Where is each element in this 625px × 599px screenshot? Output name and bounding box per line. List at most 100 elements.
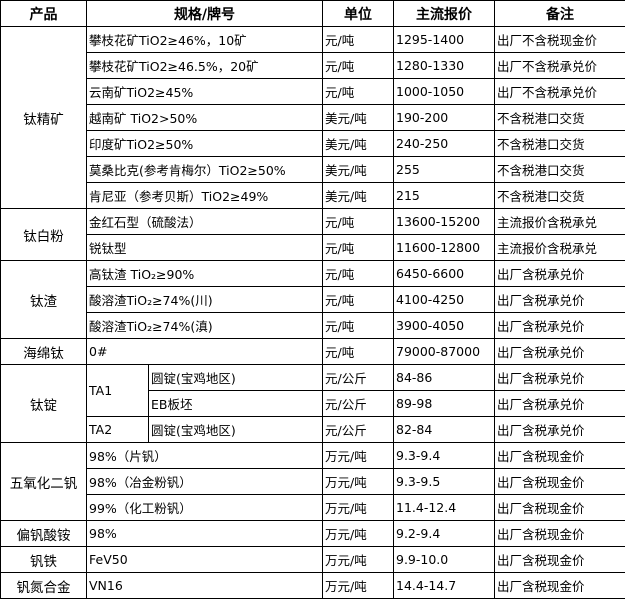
unit-cell: 美元/吨: [322, 182, 394, 209]
spec-cell: 酸溶渣TiO₂≥74%(川): [86, 286, 323, 313]
product-cell: 钛精矿: [0, 26, 87, 209]
unit-cell: 元/吨: [322, 26, 394, 53]
unit-cell: 美元/吨: [322, 156, 394, 183]
spec-cell: 高钛渣 TiO₂≥90%: [86, 260, 323, 287]
unit-cell: 元/吨: [322, 52, 394, 79]
table-row: 偏钒酸铵 98% 万元/吨 9.2-9.4 出厂含税现金价: [0, 520, 625, 547]
price-cell: 84-86: [393, 364, 495, 391]
price-cell: 82-84: [393, 416, 495, 443]
unit-cell: 万元/吨: [322, 468, 394, 495]
spec-cell: 肯尼亚（参考贝斯）TiO2≥49%: [86, 182, 323, 209]
note-cell: 出厂含税承兑价: [494, 364, 625, 391]
unit-cell: 万元/吨: [322, 520, 394, 547]
note-cell: 出厂不含税现金价: [494, 26, 625, 53]
unit-cell: 元/吨: [322, 260, 394, 287]
table-body: 钛精矿 攀枝花矿TiO2≥46%，10矿 元/吨 1295-1400 出厂不含税现金价攀…: [0, 26, 625, 599]
table-row: 五氧化二钒 98%（片钒） 万元/吨 9.3-9.4 出厂含税现金价: [0, 442, 625, 521]
price-cell: 11.4-12.4: [393, 494, 495, 521]
unit-cell: 万元/吨: [322, 546, 394, 573]
spec-cell: 印度矿TiO2≥50%: [86, 130, 323, 157]
unit-cell: 元/公斤: [322, 416, 394, 443]
header-price: 主流报价: [393, 0, 495, 27]
table-row: 越南矿 TiO2>50% 美元/吨 190-200 不含税港口交货: [1, 104, 625, 131]
table-row: EB板坯 元/公斤 89-98 出厂含税承兑价: [1, 390, 625, 417]
table-row: 云南矿TiO2≥45% 元/吨 1000-1050 出厂不含税承兑价: [1, 78, 625, 105]
note-cell: 出厂含税承兑价: [494, 416, 625, 443]
spec-cell: FeV50: [86, 546, 323, 573]
note-cell: 出厂不含税承兑价: [494, 52, 625, 79]
spec-cell: 99%（化工粉钒）: [86, 494, 323, 521]
note-cell: 不含税港口交货: [494, 104, 625, 131]
price-cell: 1295-1400: [393, 26, 495, 53]
price-cell: 255: [393, 156, 495, 183]
note-cell: 出厂含税现金价: [494, 468, 625, 495]
price-cell: 1280-1330: [393, 52, 495, 79]
price-cell: 14.4-14.7: [393, 572, 495, 599]
note-cell: 不含税港口交货: [494, 130, 625, 157]
price-cell: 4100-4250: [393, 286, 495, 313]
product-cell: 钒铁: [0, 546, 87, 573]
price-cell: 13600-15200: [393, 208, 495, 235]
table-row: 莫桑比克(参考肯梅尔）TiO2≥50% 美元/吨 255 不含税港口交货: [1, 156, 625, 183]
price-cell: 215: [393, 182, 495, 209]
table-row: 钒氮合金 VN16 万元/吨 14.4-14.7 出厂含税现金价: [0, 572, 625, 599]
table-row: 钛白粉 金红石型（硫酸法） 元/吨 13600-15200 主流报价含税承兑: [0, 208, 625, 261]
note-cell: 出厂含税现金价: [494, 442, 625, 469]
note-cell: 主流报价含税承兑: [494, 234, 625, 261]
table-row: 钛渣 高钛渣 TiO₂≥90% 元/吨 6450-6600 出厂含税承兑价: [0, 260, 625, 339]
grade-cell: TA1: [86, 364, 149, 417]
spec-cell: 0#: [86, 338, 323, 365]
unit-cell: 美元/吨: [322, 104, 394, 131]
table-row: 海绵钛 0# 元/吨 79000-87000 出厂含税承兑价: [0, 338, 625, 365]
note-cell: 出厂含税现金价: [494, 572, 625, 599]
note-cell: 主流报价含税承兑: [494, 208, 625, 235]
note-cell: 出厂含税承兑价: [494, 260, 625, 287]
table-row: 攀枝花矿TiO2≥46.5%，20矿 元/吨 1280-1330 出厂不含税承兑价: [1, 52, 625, 79]
unit-cell: 元/公斤: [322, 364, 394, 391]
spec-cell: 越南矿 TiO2>50%: [86, 104, 323, 131]
spec-cell: EB板坯: [148, 390, 323, 417]
price-cell: 89-98: [393, 390, 495, 417]
note-cell: 不含税港口交货: [494, 182, 625, 209]
note-cell: 不含税港口交货: [494, 156, 625, 183]
price-cell: 9.3-9.5: [393, 468, 495, 495]
table-row: 钛精矿 攀枝花矿TiO2≥46%，10矿 元/吨 1295-1400 出厂不含税现金价: [0, 26, 625, 209]
unit-cell: 元/吨: [322, 234, 394, 261]
table-row: TA2 圆锭(宝鸡地区) 元/公斤 82-84 出厂含税承兑价: [1, 416, 625, 443]
product-cell: 钛白粉: [0, 208, 87, 261]
unit-cell: 万元/吨: [322, 494, 394, 521]
header-spec: 规格/牌号: [86, 0, 323, 27]
unit-cell: 元/吨: [322, 312, 394, 339]
product-cell: 五氧化二钒: [0, 442, 87, 521]
unit-cell: 美元/吨: [322, 130, 394, 157]
note-cell: 出厂含税承兑价: [494, 338, 625, 365]
spec-cell: 圆锭(宝鸡地区): [148, 364, 323, 391]
price-cell: 1000-1050: [393, 78, 495, 105]
unit-cell: 万元/吨: [322, 442, 394, 469]
unit-cell: 元/吨: [322, 78, 394, 105]
table-row: 印度矿TiO2≥50% 美元/吨 240-250 不含税港口交货: [1, 130, 625, 157]
spec-cell: 云南矿TiO2≥45%: [86, 78, 323, 105]
unit-cell: 万元/吨: [322, 572, 394, 599]
price-cell: 9.2-9.4: [393, 520, 495, 547]
note-cell: 出厂含税现金价: [494, 546, 625, 573]
table-row: 98%（冶金粉钒） 万元/吨 9.3-9.5 出厂含税现金价: [1, 468, 625, 495]
spec-cell: 攀枝花矿TiO2≥46.5%，20矿: [86, 52, 323, 79]
price-cell: 11600-12800: [393, 234, 495, 261]
product-cell: 偏钒酸铵: [0, 520, 87, 547]
header-product: 产品: [0, 0, 87, 27]
spec-cell: 攀枝花矿TiO2≥46%，10矿: [86, 26, 323, 53]
unit-cell: 元/公斤: [322, 390, 394, 417]
note-cell: 出厂含税承兑价: [494, 312, 625, 339]
price-cell: 6450-6600: [393, 260, 495, 287]
price-cell: 79000-87000: [393, 338, 495, 365]
product-cell: 钛锭: [0, 364, 87, 443]
product-cell: 海绵钛: [0, 338, 87, 365]
price-cell: 9.3-9.4: [393, 442, 495, 469]
note-cell: 出厂含税现金价: [494, 520, 625, 547]
spec-cell: 98%（片钒）: [86, 442, 323, 469]
table-row: 钒铁 FeV50 万元/吨 9.9-10.0 出厂含税现金价: [0, 546, 625, 573]
table-row: 99%（化工粉钒） 万元/吨 11.4-12.4 出厂含税现金价: [1, 494, 625, 521]
price-cell: 3900-4050: [393, 312, 495, 339]
